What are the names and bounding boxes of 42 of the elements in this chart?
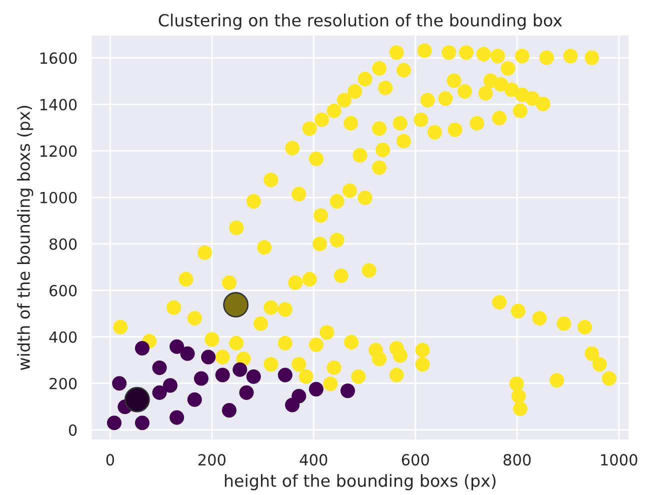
- point: [246, 369, 261, 384]
- x-axis-title: height of the bounding boxs (px): [224, 474, 496, 490]
- point: [201, 350, 216, 364]
- point: [112, 376, 127, 391]
- point: [239, 385, 254, 400]
- y-tick-label: 800: [50, 238, 77, 250]
- point: [232, 362, 248, 377]
- x-tick-label: 1000: [601, 454, 638, 466]
- point: [170, 410, 184, 425]
- point: [215, 368, 230, 382]
- point: [152, 360, 167, 376]
- point: [194, 371, 209, 386]
- point: [308, 382, 324, 396]
- point: [223, 292, 249, 318]
- point: [152, 385, 167, 400]
- y-tick-label: 400: [49, 331, 77, 343]
- point: [187, 392, 202, 407]
- y-tick-label: 0: [68, 424, 77, 436]
- point: [285, 398, 300, 412]
- point: [134, 340, 150, 356]
- x-tick-label: 600: [402, 454, 429, 466]
- point: [124, 386, 150, 412]
- y-tick-label: 1200: [40, 145, 77, 157]
- point: [106, 416, 122, 430]
- x-tick-label: 800: [504, 454, 531, 466]
- y-tick-label: 1400: [40, 98, 77, 110]
- x-tick-label: 200: [198, 454, 226, 466]
- point: [180, 346, 195, 361]
- y-tick-label: 600: [50, 284, 77, 296]
- point: [162, 378, 178, 393]
- point: [222, 403, 236, 418]
- y-tick-label: 1600: [40, 52, 77, 64]
- x-tick-label: 400: [300, 454, 328, 466]
- point: [340, 384, 356, 398]
- y-tick-label: 1000: [40, 192, 77, 204]
- point: [278, 368, 292, 382]
- y-axis-title: width of the bounding boxs (px): [17, 106, 34, 370]
- x-tick-label: 0: [106, 454, 114, 466]
- y-tick-label: 200: [50, 378, 77, 390]
- chart-title: Clustering on the resolution of the bounding box: [158, 14, 562, 30]
- point: [134, 416, 150, 430]
- point: [170, 339, 184, 354]
